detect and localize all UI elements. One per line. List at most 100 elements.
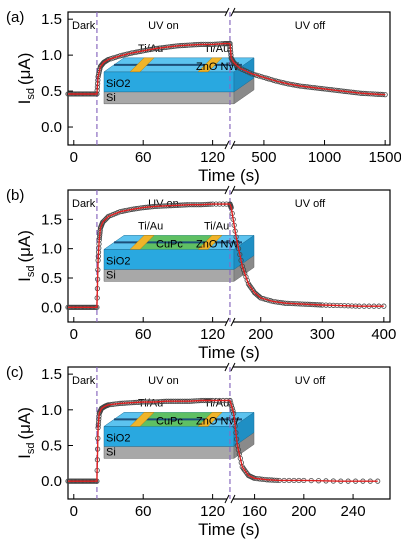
inset-label-nanowire: ZnO NW (196, 415, 239, 427)
x-tick-label: 60 (135, 149, 152, 166)
region-label-dark: Dark (72, 20, 96, 32)
y-tick-label: 1.5 (41, 211, 62, 228)
electrode-left (129, 57, 155, 73)
y-tick-label: 0.0 (41, 473, 62, 490)
inset-label-cupc: CuPc (156, 238, 183, 250)
axis-break-mark (230, 7, 236, 17)
inset-label-nanowire: ZnO NW (196, 61, 239, 73)
y-axis-title-symbol: I (15, 100, 34, 105)
y-axis-title-unit: (μA) (15, 407, 34, 439)
y-tick-label: 0.5 (41, 437, 62, 454)
y-axis-title: Isd (μA) (15, 407, 37, 459)
y-tick-label: 0.0 (41, 299, 62, 316)
inset-label-si: Si (106, 92, 116, 104)
region-label-uv-on: UV on (148, 375, 179, 387)
y-axis-title-subscript: sd (25, 88, 37, 100)
data-point (246, 70, 252, 76)
axis-break-mark (224, 185, 230, 195)
x-axis-title: Time (s) (198, 166, 260, 185)
x-tick-label: 200 (291, 503, 316, 520)
axis-break-mark (230, 140, 236, 150)
y-axis-title-unit: (μA) (15, 53, 34, 85)
electrode-left (129, 412, 155, 427)
data-point (237, 65, 243, 71)
x-tick-label: 0 (70, 149, 78, 166)
y-tick-label: 0.0 (41, 119, 62, 136)
region-label-dark: Dark (72, 198, 96, 210)
fit-curve-uv-on (68, 203, 230, 308)
x-tick-label: 1500 (368, 149, 401, 166)
x-tick-label: 120 (200, 149, 225, 166)
region-label-uv-off: UV off (295, 198, 326, 210)
y-axis-title-subscript: sd (25, 266, 37, 278)
electrode-right (197, 235, 223, 250)
y-tick-label: 1.0 (41, 402, 62, 419)
y-axis-title-symbol: I (15, 454, 34, 459)
si-substrate (103, 446, 235, 459)
data-point (244, 68, 250, 75)
x-tick-label: 240 (341, 503, 366, 520)
x-tick-label: 400 (371, 326, 396, 343)
axis-break-mark (230, 362, 236, 372)
inset-label-nanowire: ZnO NW (196, 238, 239, 250)
y-axis-title-subscript: sd (25, 443, 37, 455)
region-label-dark: Dark (72, 375, 96, 387)
y-axis-title-unit: (μA) (15, 230, 34, 262)
axis-break-mark (230, 317, 236, 327)
x-tick-label: 500 (251, 149, 276, 166)
fit-curve-uv-on (68, 399, 230, 482)
data-point (110, 211, 116, 218)
data-point (104, 57, 111, 63)
fit-curve-uv-off (229, 400, 378, 482)
inset-label-electrode-right: Ti/Au (204, 220, 229, 232)
x-tick-label: 0 (70, 503, 78, 520)
x-tick-label: 1000 (308, 149, 341, 166)
axis-break-mark (230, 185, 236, 195)
axis-break-mark (224, 362, 230, 372)
y-axis-title: Isd (μA) (15, 230, 37, 282)
x-tick-label: 60 (135, 503, 152, 520)
data-point (241, 67, 248, 73)
data-point (235, 64, 242, 70)
si-substrate (103, 269, 235, 282)
y-tick-label: 0.5 (41, 83, 62, 100)
axis-break-mark (224, 317, 230, 327)
y-tick-label: 1.0 (41, 241, 62, 258)
inset-label-sio2: SiO2 (106, 432, 130, 444)
panel-label: (b) (6, 187, 24, 204)
electrode-left (129, 235, 155, 250)
electrode-right (197, 412, 223, 427)
y-axis-title-symbol: I (15, 277, 34, 282)
x-axis-title: Time (s) (198, 520, 260, 539)
inset-label-sio2: SiO2 (106, 78, 130, 90)
region-label-uv-off: UV off (295, 375, 326, 387)
data-point (243, 274, 249, 280)
panel-label: (c) (6, 364, 24, 381)
sio2-side (233, 411, 255, 447)
region-label-uv-off: UV off (295, 20, 326, 32)
x-tick-label: 300 (310, 326, 335, 343)
x-tick-label: 120 (200, 326, 225, 343)
si-substrate (103, 91, 235, 105)
axis-break-mark (230, 494, 236, 504)
inset-label-cupc: CuPc (156, 415, 183, 427)
fit-curve-uv-off (229, 203, 384, 307)
x-tick-label: 60 (135, 326, 152, 343)
fit-curve-uv-off (229, 43, 386, 96)
sio2-side (233, 57, 255, 93)
region-label-uv-on: UV on (148, 20, 179, 32)
data-point (112, 210, 119, 217)
y-tick-label: 1.5 (41, 366, 62, 383)
data-point (242, 270, 248, 276)
chart-panel-2: Ti/Au Ti/Au CuPc ZnO NW SiO2 Si 0.0 0.5 1.0 1.5 0 6… (6, 185, 396, 362)
data-point (108, 212, 114, 219)
x-tick-label: 200 (248, 326, 273, 343)
device-inset: Ti/Au Ti/Au CuPc ZnO NW SiO2 Si (103, 220, 255, 282)
axis-break-mark (224, 140, 230, 150)
y-tick-label: 1.5 (41, 11, 62, 28)
x-tick-label: 160 (242, 503, 267, 520)
data-point (115, 210, 121, 216)
inset-label-electrode-left: Ti/Au (138, 220, 163, 232)
